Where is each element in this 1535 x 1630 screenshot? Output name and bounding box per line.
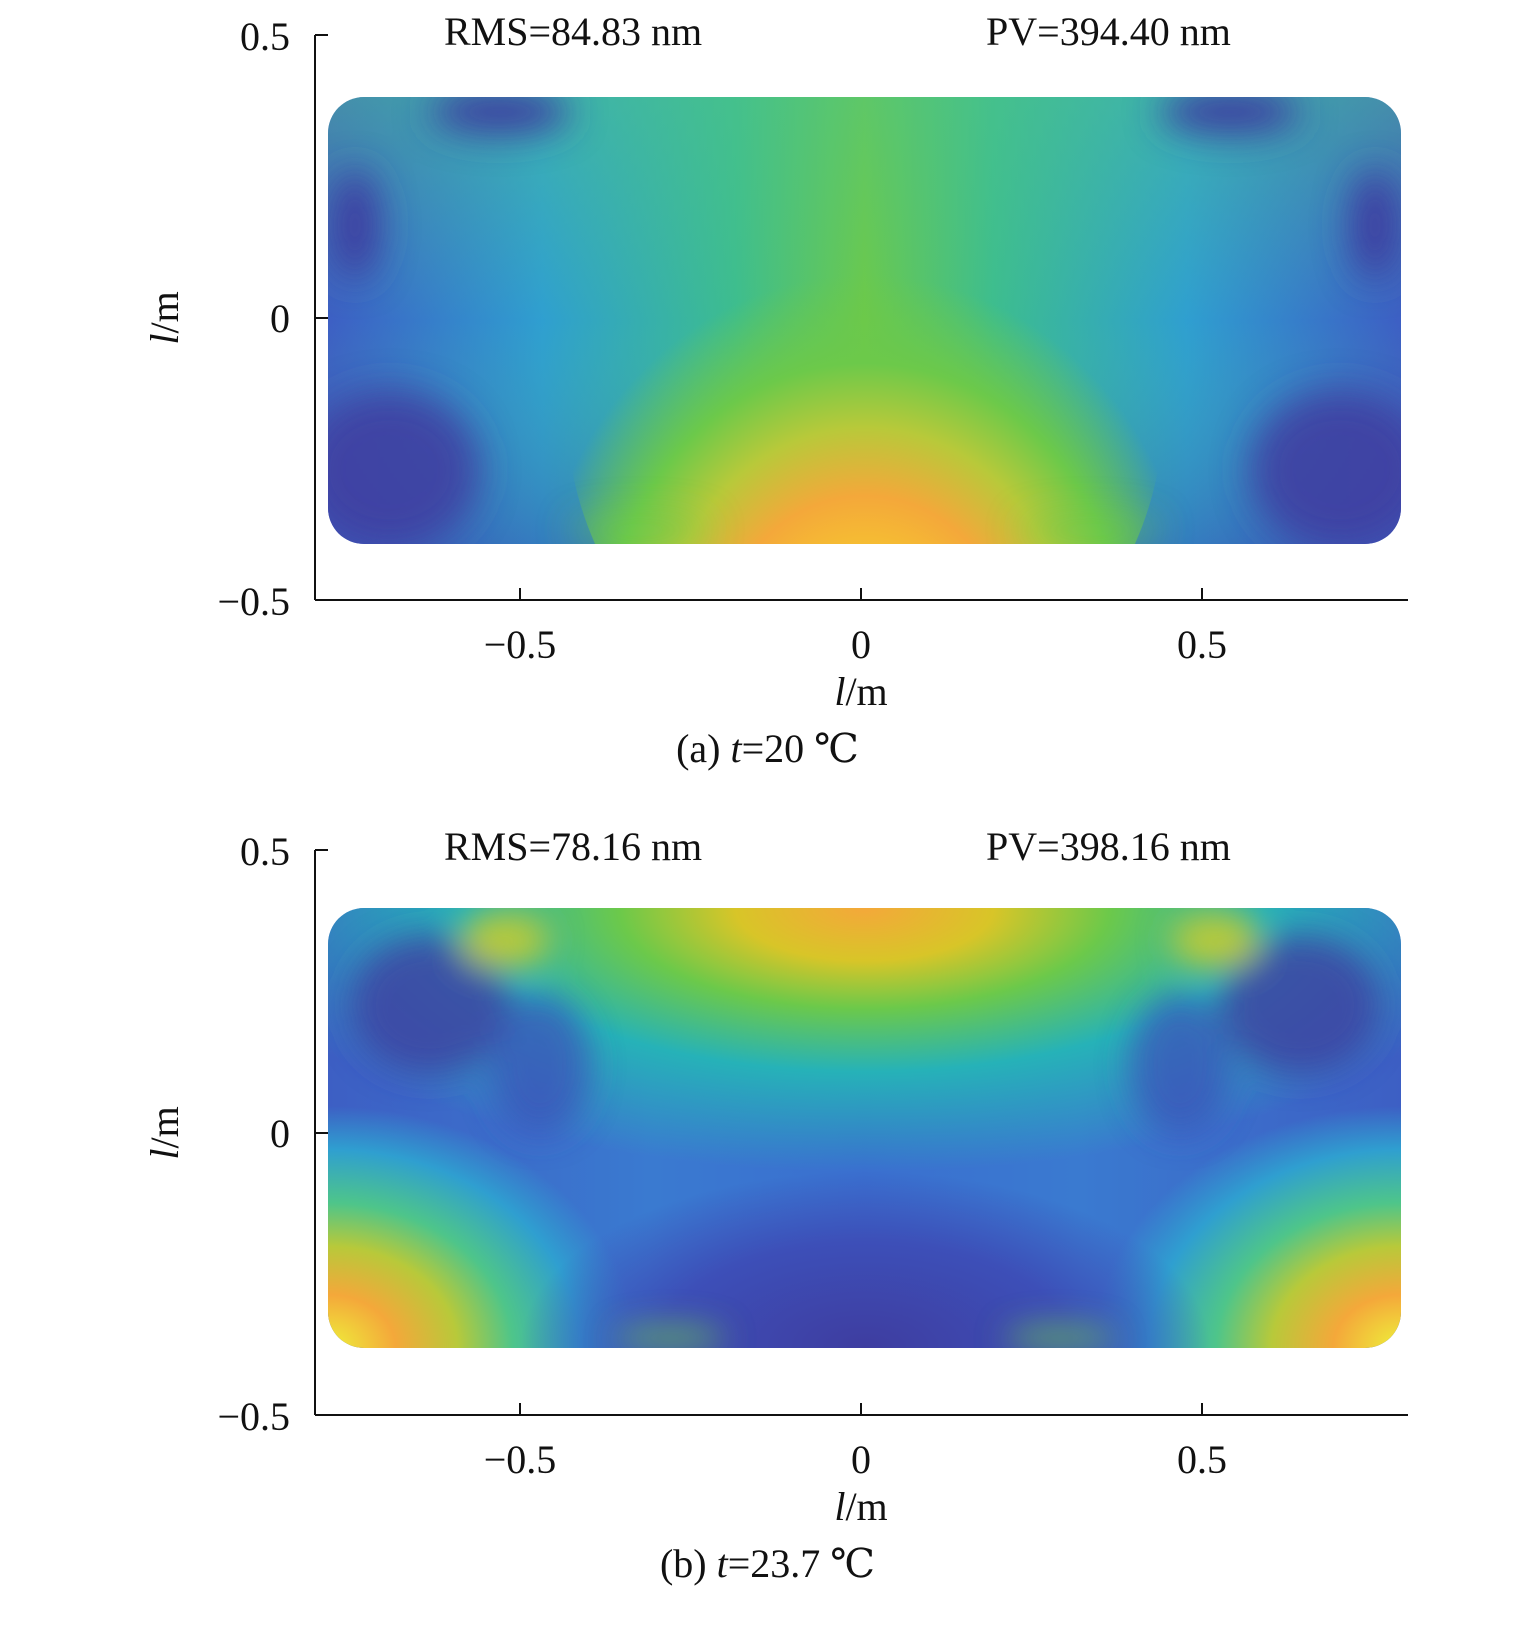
y-tick-label: −0.5 (217, 1394, 290, 1439)
x-tick-label: 0 (851, 622, 871, 667)
surface-map-b: 0.5 0 −0.5 −0.5 0 0.5 l/m l/m RMS=78.16 … (142, 824, 1408, 1529)
rms-annotation: RMS=78.16 nm (444, 824, 702, 869)
x-tick-label: −0.5 (484, 1437, 557, 1482)
y-axis-label: l/m (142, 1106, 187, 1159)
x-axis-label: l/m (834, 1484, 887, 1529)
panel-a: 0.5 0 −0.5 −0.5 0 0.5 l/m l/m RMS=84.83 … (142, 9, 1408, 771)
heatmap-b (328, 908, 1401, 1348)
y-tick-label: 0 (270, 296, 290, 341)
axes-a (314, 34, 1408, 601)
caption-a: (a) t=20 ℃ (676, 726, 859, 771)
tick-labels-a: 0.5 0 −0.5 −0.5 0 0.5 (217, 14, 1227, 667)
caption-b: (b) t=23.7 ℃ (659, 1541, 876, 1586)
x-tick-label: 0.5 (1177, 622, 1227, 667)
y-tick-label: 0.5 (240, 14, 290, 59)
y-tick-label: 0 (270, 1111, 290, 1156)
y-axis-label: l/m (142, 291, 187, 344)
surface-map-a: 0.5 0 −0.5 −0.5 0 0.5 l/m l/m RMS=84.83 … (142, 9, 1408, 714)
rms-annotation: RMS=84.83 nm (444, 9, 702, 54)
y-tick-label: 0.5 (240, 829, 290, 874)
pv-annotation: PV=398.16 nm (986, 824, 1231, 869)
pv-annotation: PV=394.40 nm (986, 9, 1231, 54)
tick-labels-b: 0.5 0 −0.5 −0.5 0 0.5 (217, 829, 1227, 1482)
x-tick-label: 0.5 (1177, 1437, 1227, 1482)
x-tick-label: 0 (851, 1437, 871, 1482)
x-tick-label: −0.5 (484, 622, 557, 667)
axes-b (314, 849, 1408, 1416)
x-axis-label: l/m (834, 669, 887, 714)
y-tick-label: −0.5 (217, 579, 290, 624)
panel-b: 0.5 0 −0.5 −0.5 0 0.5 l/m l/m RMS=78.16 … (0, 815, 1535, 1630)
heatmap-a (328, 97, 1401, 544)
